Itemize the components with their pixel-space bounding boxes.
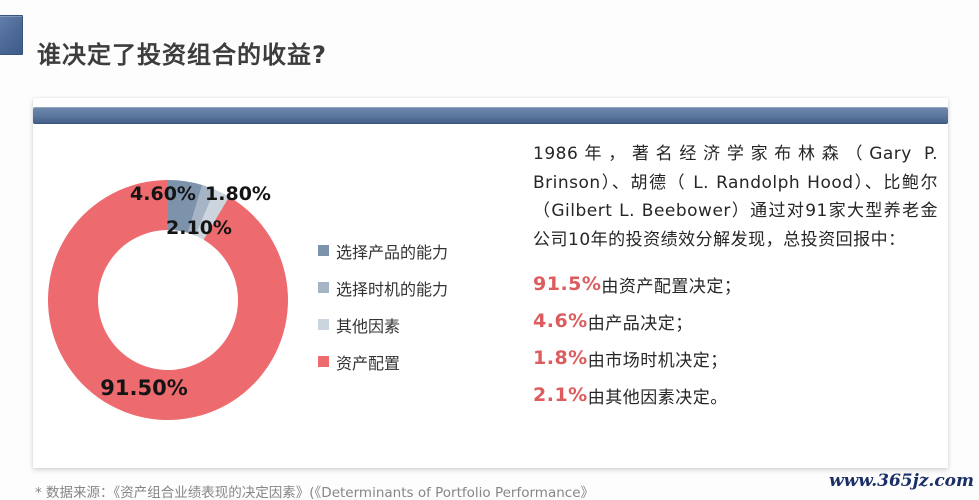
legend-swatch-icon — [318, 282, 329, 293]
stat-percent: 4.6% — [533, 310, 588, 332]
donut-slice — [168, 180, 203, 233]
stat-allocation: 91.5% 由资产配置决定； — [533, 271, 741, 297]
stat-text: 由产品决定； — [587, 313, 693, 334]
stat-percent: 1.8% — [533, 347, 588, 369]
legend-swatch-icon — [318, 356, 329, 367]
legend-swatch-icon — [318, 319, 329, 330]
legend-item-timing: 选择时机的能力 — [318, 277, 449, 299]
legend-swatch-icon — [318, 245, 329, 256]
title-bullet-icon — [0, 15, 23, 55]
data-label-timing: 1.80% — [205, 183, 271, 205]
legend-item-allocation: 资产配置 — [318, 351, 448, 373]
stat-percent: 2.1% — [533, 384, 588, 406]
data-source-note: * 数据来源：《资产组合业绩表现的决定因素》(《Determinants of … — [35, 485, 595, 500]
data-label-products: 4.60% — [130, 183, 196, 205]
data-label-allocation: 91.50% — [100, 376, 188, 400]
stat-text: 由市场时机决定； — [587, 350, 728, 371]
stat-text: 由资产配置决定； — [601, 276, 742, 297]
stat-text: 由其他因素决定。 — [587, 387, 728, 408]
paragraph-text: 1986年，著名经济学家布林森（Gary P. Brinson）、胡德（ L. … — [533, 144, 938, 250]
donut-slice — [195, 189, 230, 240]
stat-percent: 91.5% — [533, 273, 602, 295]
watermark: www.365jz.com — [829, 471, 974, 491]
legend-label: 资产配置 — [336, 353, 401, 373]
data-label-other: 2.10% — [166, 217, 232, 239]
stats-list: 91.5% 由资产配置决定； 4.6% 由产品决定； 1.8% 由市场时机决定；… — [533, 271, 741, 408]
donut-slice — [187, 184, 215, 236]
legend-item-products: 选择产品的能力 — [318, 240, 449, 262]
chart-legend: 选择产品的能力 选择时机的能力 其他因素 资产配置 — [318, 240, 449, 373]
donut-svg — [47, 180, 288, 421]
donut-slice — [47, 180, 288, 421]
legend-label: 选择时机的能力 — [336, 279, 449, 299]
legend-label: 其他因素 — [336, 316, 401, 336]
legend-item-other: 其他因素 — [318, 314, 448, 336]
stat-other: 2.1% 由其他因素决定。 — [533, 382, 741, 408]
stat-products: 4.6% 由产品决定； — [533, 308, 741, 334]
page-title: 谁决定了投资组合的收益? — [37, 41, 327, 69]
accent-bar — [33, 107, 948, 124]
stat-timing: 1.8% 由市场时机决定； — [533, 345, 741, 371]
content-panel: 4.60% 1.80% 2.10% 91.50% 选择产品的能力 选择时机的能力… — [33, 98, 948, 468]
donut-chart: 4.60% 1.80% 2.10% 91.50% — [38, 170, 298, 430]
study-paragraph: 1986年，著名经济学家布林森（Gary P. Brinson）、胡德（ L. … — [533, 140, 938, 254]
legend-label: 选择产品的能力 — [336, 242, 449, 262]
